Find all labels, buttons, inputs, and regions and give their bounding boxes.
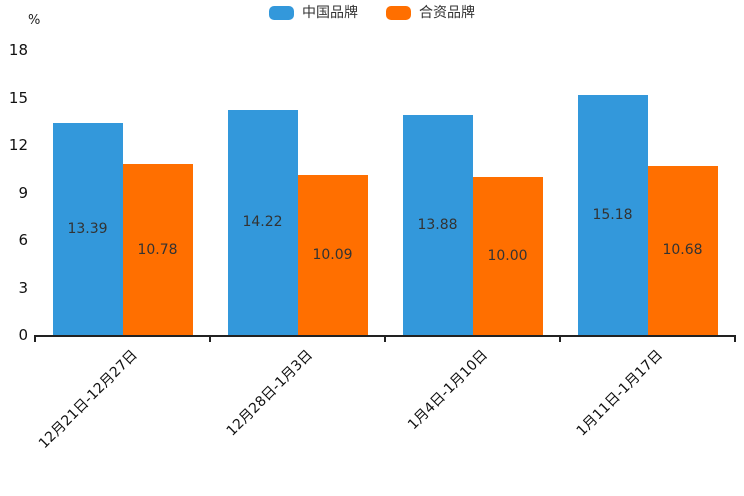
x-tick-label: 1月4日-1月10日 [404, 347, 491, 434]
y-tick-label: 18 [8, 41, 28, 59]
x-axis-tick [734, 337, 736, 342]
bar-joint-venture-brands: 10.00 [472, 176, 543, 335]
joint-venture-brands-swatch-icon [386, 6, 411, 20]
bar-value-label: 10.78 [137, 241, 178, 258]
x-axis-tick [384, 337, 386, 342]
y-tick-label: 0 [18, 326, 28, 344]
bar-joint-venture-brands: 10.09 [297, 175, 368, 335]
bar-china-brands: 13.88 [402, 115, 473, 335]
bar-value-label: 15.18 [592, 206, 633, 223]
x-axis-tick [559, 337, 561, 342]
bar-value-label: 13.39 [67, 220, 108, 237]
x-axis-tick [34, 337, 36, 342]
bar-china-brands: 13.39 [52, 122, 123, 335]
bar-joint-venture-brands: 10.68 [647, 165, 718, 335]
legend-item-china-brands[interactable]: 中国品牌 [269, 6, 358, 20]
y-tick-label: 6 [18, 231, 28, 249]
y-tick-label: 3 [18, 278, 28, 297]
legend: 中国品牌 合资品牌 [0, 6, 744, 20]
y-tick-label: 12 [8, 136, 28, 154]
legend-label-china-brands: 中国品牌 [302, 5, 358, 21]
bar-value-label: 10.09 [312, 247, 353, 264]
bar-value-label: 10.00 [487, 247, 528, 264]
china-brands-swatch-icon [269, 6, 294, 20]
x-tick-label: 1月11日-1月17日 [573, 347, 666, 440]
y-axis-unit-label: % [28, 13, 41, 28]
x-tick-label: 12月28日-1月3日 [223, 347, 316, 440]
bar-value-label: 14.22 [242, 214, 283, 231]
x-axis-tick [209, 337, 211, 342]
bar-china-brands: 15.18 [577, 94, 648, 335]
legend-label-joint-venture-brands: 合资品牌 [419, 5, 475, 21]
bar-value-label: 13.88 [417, 217, 458, 234]
legend-item-joint-venture-brands[interactable]: 合资品牌 [386, 6, 475, 20]
y-tick-label: 15 [8, 88, 28, 107]
x-tick-label: 12月21日-12月27日 [36, 347, 141, 452]
y-tick-label: 9 [18, 183, 28, 202]
bar-china-brands: 14.22 [227, 109, 298, 335]
x-axis-line [34, 335, 736, 337]
bar-joint-venture-brands: 10.78 [122, 164, 193, 335]
bar-value-label: 10.68 [662, 242, 703, 259]
